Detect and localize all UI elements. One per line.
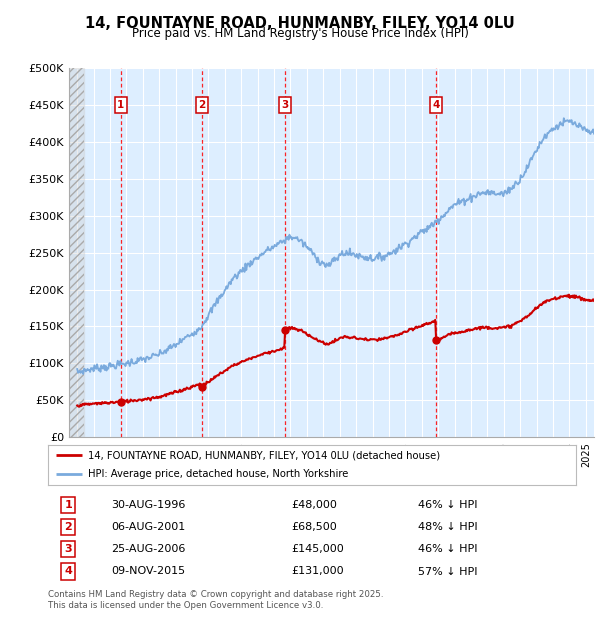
Text: £68,500: £68,500	[291, 522, 337, 533]
Text: Contains HM Land Registry data © Crown copyright and database right 2025.
This d: Contains HM Land Registry data © Crown c…	[48, 590, 383, 609]
Text: 2: 2	[64, 522, 72, 533]
Text: 3: 3	[281, 100, 289, 110]
Text: 3: 3	[64, 544, 72, 554]
Text: 57% ↓ HPI: 57% ↓ HPI	[418, 567, 477, 577]
Text: 25-AUG-2006: 25-AUG-2006	[112, 544, 186, 554]
Text: 09-NOV-2015: 09-NOV-2015	[112, 567, 185, 577]
Text: 14, FOUNTAYNE ROAD, HUNMANBY, FILEY, YO14 0LU (detached house): 14, FOUNTAYNE ROAD, HUNMANBY, FILEY, YO1…	[88, 450, 440, 461]
Text: 48% ↓ HPI: 48% ↓ HPI	[418, 522, 477, 533]
Text: 4: 4	[64, 567, 72, 577]
Bar	[69, 68, 84, 437]
Text: 4: 4	[432, 100, 440, 110]
Bar	[69, 68, 84, 437]
Text: Price paid vs. HM Land Registry's House Price Index (HPI): Price paid vs. HM Land Registry's House …	[131, 27, 469, 40]
Text: 1: 1	[117, 100, 124, 110]
Text: £48,000: £48,000	[291, 500, 337, 510]
Text: £145,000: £145,000	[291, 544, 344, 554]
Text: HPI: Average price, detached house, North Yorkshire: HPI: Average price, detached house, Nort…	[88, 469, 348, 479]
Text: £131,000: £131,000	[291, 567, 344, 577]
Text: 14, FOUNTAYNE ROAD, HUNMANBY, FILEY, YO14 0LU: 14, FOUNTAYNE ROAD, HUNMANBY, FILEY, YO1…	[85, 16, 515, 30]
Text: 1: 1	[64, 500, 72, 510]
Text: 46% ↓ HPI: 46% ↓ HPI	[418, 500, 477, 510]
Text: 30-AUG-1996: 30-AUG-1996	[112, 500, 186, 510]
Text: 06-AUG-2001: 06-AUG-2001	[112, 522, 185, 533]
Text: 2: 2	[198, 100, 206, 110]
Text: 46% ↓ HPI: 46% ↓ HPI	[418, 544, 477, 554]
